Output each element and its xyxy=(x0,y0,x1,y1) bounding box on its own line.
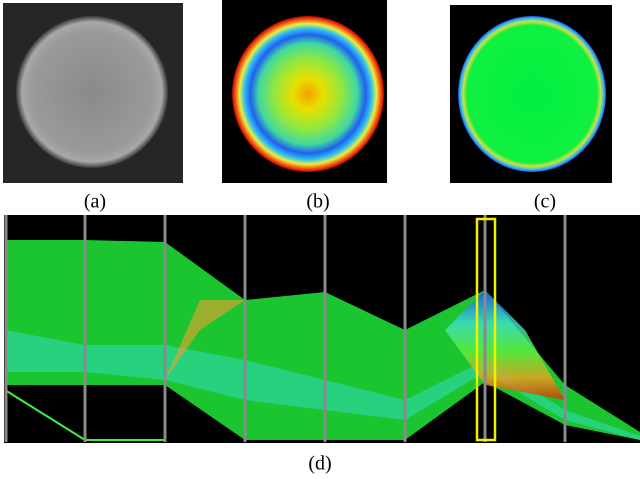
panel-a-image xyxy=(3,3,183,183)
panel-label: (b) xyxy=(306,191,329,213)
panel-c-image xyxy=(450,5,612,183)
peak-band xyxy=(445,290,565,400)
panel-label: (a) xyxy=(84,191,106,213)
axes xyxy=(4,215,567,442)
particle xyxy=(232,16,384,172)
selection-brush xyxy=(475,217,497,442)
panel-b-image xyxy=(222,0,387,183)
panel-label: (c) xyxy=(534,191,556,213)
parallel-coordinates xyxy=(4,215,640,443)
panel-label: (d) xyxy=(308,453,331,475)
particle xyxy=(16,16,168,168)
line-band xyxy=(165,300,245,380)
particle xyxy=(458,16,606,172)
